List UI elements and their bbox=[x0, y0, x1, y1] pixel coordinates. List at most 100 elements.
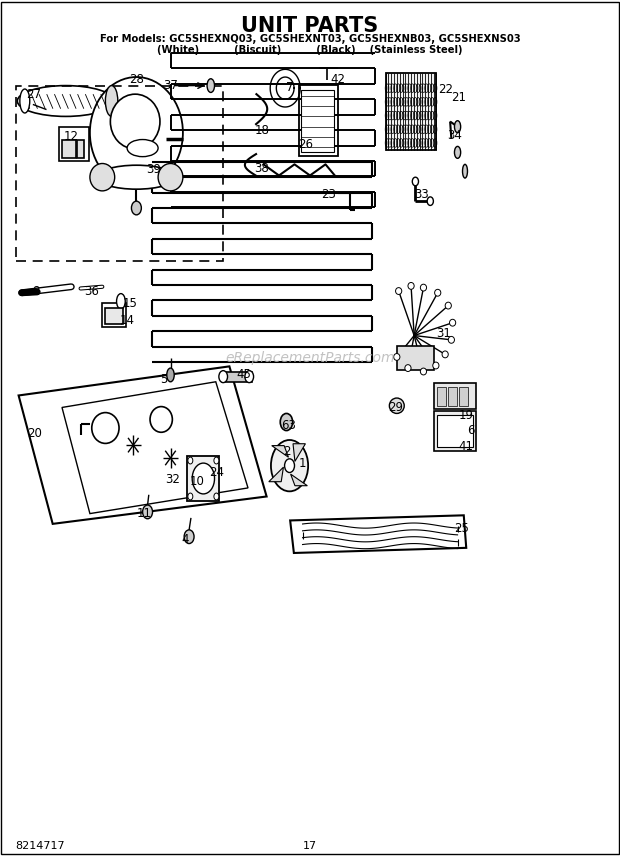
Ellipse shape bbox=[405, 365, 411, 372]
Ellipse shape bbox=[445, 302, 451, 309]
Text: 42: 42 bbox=[330, 73, 345, 86]
Polygon shape bbox=[62, 382, 248, 514]
Ellipse shape bbox=[450, 319, 456, 326]
Text: 27: 27 bbox=[27, 87, 42, 101]
Bar bbox=[448, 387, 457, 406]
Bar bbox=[77, 140, 84, 158]
Text: 33: 33 bbox=[414, 187, 429, 201]
Ellipse shape bbox=[214, 493, 219, 500]
Text: 29: 29 bbox=[388, 401, 403, 414]
Bar bbox=[437, 387, 446, 406]
Bar bbox=[105, 308, 123, 324]
Polygon shape bbox=[293, 443, 306, 461]
Text: 18: 18 bbox=[254, 124, 269, 138]
Bar bbox=[301, 90, 334, 152]
Ellipse shape bbox=[448, 336, 454, 343]
Text: 17: 17 bbox=[303, 841, 317, 851]
Ellipse shape bbox=[454, 146, 461, 158]
Text: UNIT PARTS: UNIT PARTS bbox=[241, 15, 379, 36]
Text: 36: 36 bbox=[84, 284, 99, 298]
Text: 12: 12 bbox=[64, 130, 79, 144]
Polygon shape bbox=[19, 366, 267, 524]
Text: 23: 23 bbox=[321, 187, 336, 201]
Bar bbox=[386, 73, 436, 150]
Text: 34: 34 bbox=[447, 128, 462, 142]
Text: eReplacementParts.com: eReplacementParts.com bbox=[225, 351, 395, 365]
Polygon shape bbox=[290, 515, 466, 553]
Ellipse shape bbox=[271, 440, 308, 491]
Ellipse shape bbox=[92, 413, 119, 443]
Text: 15: 15 bbox=[123, 297, 138, 311]
Ellipse shape bbox=[420, 284, 427, 291]
Text: 28: 28 bbox=[129, 73, 144, 86]
Bar bbox=[299, 85, 338, 156]
Text: 14: 14 bbox=[120, 313, 135, 327]
Text: 10: 10 bbox=[190, 475, 205, 489]
Text: 31: 31 bbox=[436, 327, 451, 341]
Bar bbox=[102, 303, 126, 327]
Text: 63: 63 bbox=[281, 419, 296, 432]
Text: 22: 22 bbox=[438, 82, 453, 96]
Text: 24: 24 bbox=[210, 466, 224, 479]
Ellipse shape bbox=[90, 163, 115, 191]
Bar bbox=[59, 127, 89, 161]
Ellipse shape bbox=[389, 398, 404, 413]
Text: 7: 7 bbox=[286, 80, 294, 94]
Ellipse shape bbox=[20, 89, 30, 113]
Bar bbox=[62, 140, 76, 158]
Text: For Models: GC5SHEXNQ03, GC5SHEXNT03, GC5SHEXNB03, GC5SHEXNS03: For Models: GC5SHEXNQ03, GC5SHEXNT03, GC… bbox=[100, 33, 520, 44]
Ellipse shape bbox=[110, 94, 160, 149]
Ellipse shape bbox=[454, 121, 461, 133]
Ellipse shape bbox=[184, 530, 194, 544]
Text: 39: 39 bbox=[146, 163, 161, 176]
Ellipse shape bbox=[17, 86, 114, 116]
Ellipse shape bbox=[394, 354, 400, 360]
Text: 1: 1 bbox=[298, 457, 306, 471]
Ellipse shape bbox=[245, 371, 254, 383]
Ellipse shape bbox=[188, 493, 193, 500]
Ellipse shape bbox=[105, 86, 118, 116]
Text: 4: 4 bbox=[181, 532, 188, 546]
Ellipse shape bbox=[420, 368, 427, 375]
Text: 32: 32 bbox=[165, 473, 180, 486]
Ellipse shape bbox=[90, 77, 183, 188]
Text: 37: 37 bbox=[163, 79, 178, 92]
Text: 6: 6 bbox=[467, 424, 475, 437]
Bar bbox=[397, 346, 434, 370]
Bar bbox=[187, 456, 219, 501]
Text: 8214717: 8214717 bbox=[16, 841, 65, 851]
Ellipse shape bbox=[427, 197, 433, 205]
Bar bbox=[459, 387, 468, 406]
Polygon shape bbox=[291, 474, 308, 485]
Text: 38: 38 bbox=[254, 162, 269, 175]
Bar bbox=[434, 383, 476, 409]
Ellipse shape bbox=[97, 165, 176, 189]
Text: 41: 41 bbox=[459, 440, 474, 454]
Text: 19: 19 bbox=[459, 408, 474, 422]
Ellipse shape bbox=[207, 79, 215, 92]
Text: 21: 21 bbox=[451, 91, 466, 104]
Bar bbox=[222, 372, 252, 382]
Text: 25: 25 bbox=[454, 521, 469, 535]
Ellipse shape bbox=[117, 294, 125, 309]
Ellipse shape bbox=[442, 351, 448, 358]
Polygon shape bbox=[269, 467, 283, 482]
Bar bbox=[437, 415, 473, 447]
Ellipse shape bbox=[131, 201, 141, 215]
Text: 26: 26 bbox=[298, 138, 313, 152]
Ellipse shape bbox=[396, 288, 402, 294]
Ellipse shape bbox=[412, 177, 418, 186]
Ellipse shape bbox=[143, 505, 153, 519]
Ellipse shape bbox=[192, 463, 215, 494]
Ellipse shape bbox=[219, 371, 228, 383]
Ellipse shape bbox=[408, 282, 414, 289]
Text: 20: 20 bbox=[27, 427, 42, 441]
Ellipse shape bbox=[167, 368, 174, 382]
Ellipse shape bbox=[433, 362, 439, 369]
Text: 8: 8 bbox=[32, 284, 40, 298]
Ellipse shape bbox=[158, 163, 183, 191]
Ellipse shape bbox=[188, 457, 193, 464]
Ellipse shape bbox=[127, 140, 158, 157]
Text: (White)          (Biscuit)          (Black)    (Stainless Steel): (White) (Biscuit) (Black) (Stainless Ste… bbox=[157, 45, 463, 55]
Text: 45: 45 bbox=[236, 367, 251, 381]
